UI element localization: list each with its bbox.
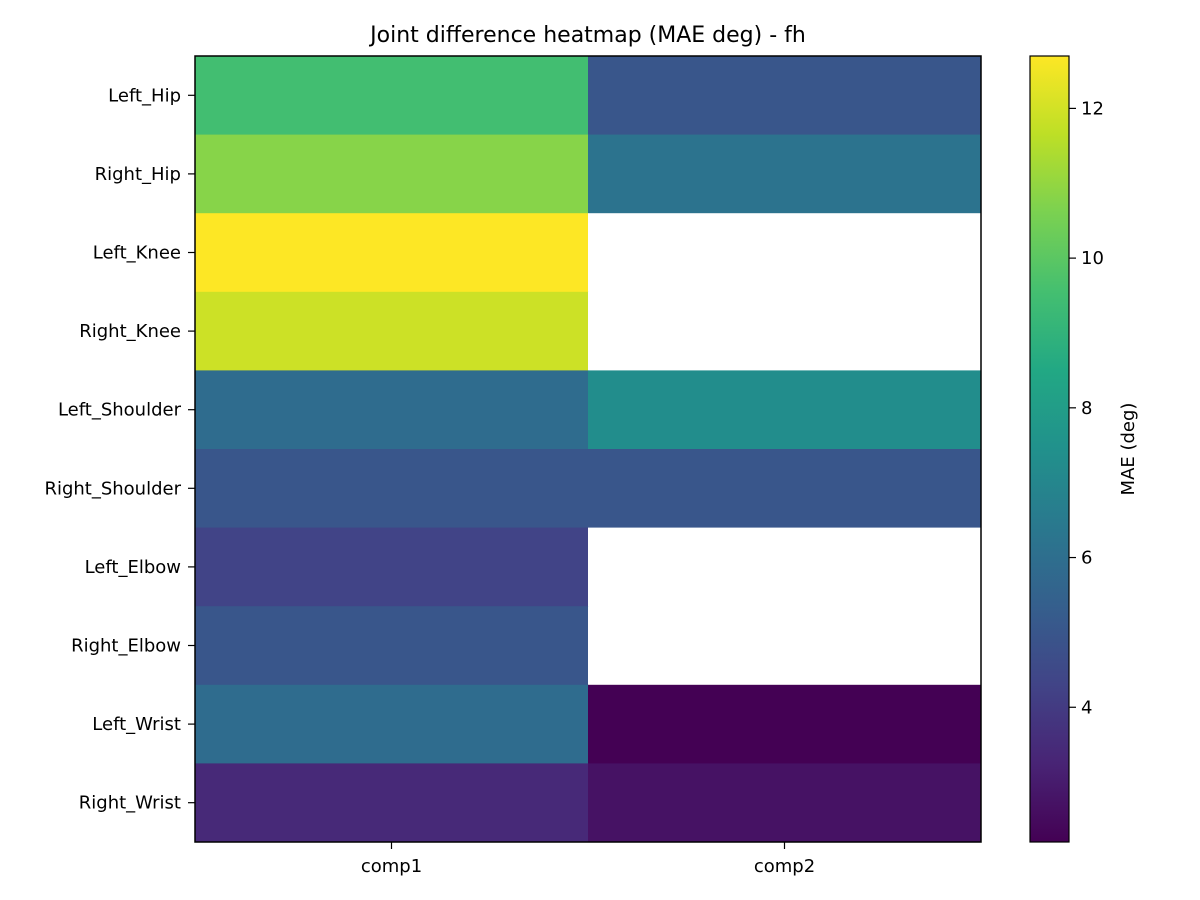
heatmap-cell xyxy=(195,763,589,843)
colorbar-tick-label: 8 xyxy=(1081,398,1092,419)
colorbar-ticks: 4 6 8 10 12 xyxy=(1069,98,1104,718)
column-label: comp2 xyxy=(754,856,815,877)
row-label: Left_Shoulder xyxy=(58,400,182,421)
heatmap-cell xyxy=(588,370,982,450)
row-label: Left_Elbow xyxy=(85,557,181,578)
plot-frame xyxy=(194,55,982,843)
heatmap-cell xyxy=(588,449,982,529)
row-label: Left_Knee xyxy=(93,243,181,264)
heatmap-cell xyxy=(588,527,982,607)
row-label: Right_Wrist xyxy=(79,793,181,814)
colorbar-label: MAE (deg) xyxy=(1118,403,1139,496)
heatmap-cell xyxy=(588,684,982,764)
heatmap-cells xyxy=(195,56,982,843)
colorbar-tick-label: 6 xyxy=(1081,548,1092,569)
row-label: Left_Hip xyxy=(108,85,181,106)
heatmap-cell xyxy=(588,134,982,214)
colorbar-tick-label: 12 xyxy=(1081,98,1104,119)
row-label: Left_Wrist xyxy=(92,714,181,735)
heatmap-cell xyxy=(195,606,589,686)
heatmap-cell xyxy=(588,606,982,686)
row-label: Right_Knee xyxy=(79,321,181,342)
column-label: comp1 xyxy=(361,856,422,877)
heatmap-cell xyxy=(588,763,982,843)
colorbar xyxy=(1029,55,1070,843)
row-labels: Left_Hip Right_Hip Left_Knee Right_Knee Left… xyxy=(44,85,195,814)
chart-title: Joint difference heatmap (MAE deg) - fh xyxy=(368,23,806,48)
heatmap-cell xyxy=(195,56,589,136)
colorbar-tick-label: 10 xyxy=(1081,248,1104,269)
row-label: Right_Elbow xyxy=(71,636,181,657)
heatmap-cell xyxy=(588,213,982,293)
colorbar-tick-label: 4 xyxy=(1081,697,1092,718)
heatmap-cell xyxy=(588,56,982,136)
heatmap-cell xyxy=(195,684,589,764)
heatmap-cell xyxy=(195,449,589,529)
heatmap-cell xyxy=(195,370,589,450)
heatmap-cell xyxy=(195,134,589,214)
heatmap-cell xyxy=(195,291,589,371)
heatmap-cell xyxy=(195,213,589,293)
heatmap-cell xyxy=(588,291,982,371)
row-label: Right_Shoulder xyxy=(44,478,181,499)
column-labels: comp1 comp2 xyxy=(361,842,815,877)
heatmap-cell xyxy=(195,527,589,607)
row-label: Right_Hip xyxy=(95,164,181,185)
